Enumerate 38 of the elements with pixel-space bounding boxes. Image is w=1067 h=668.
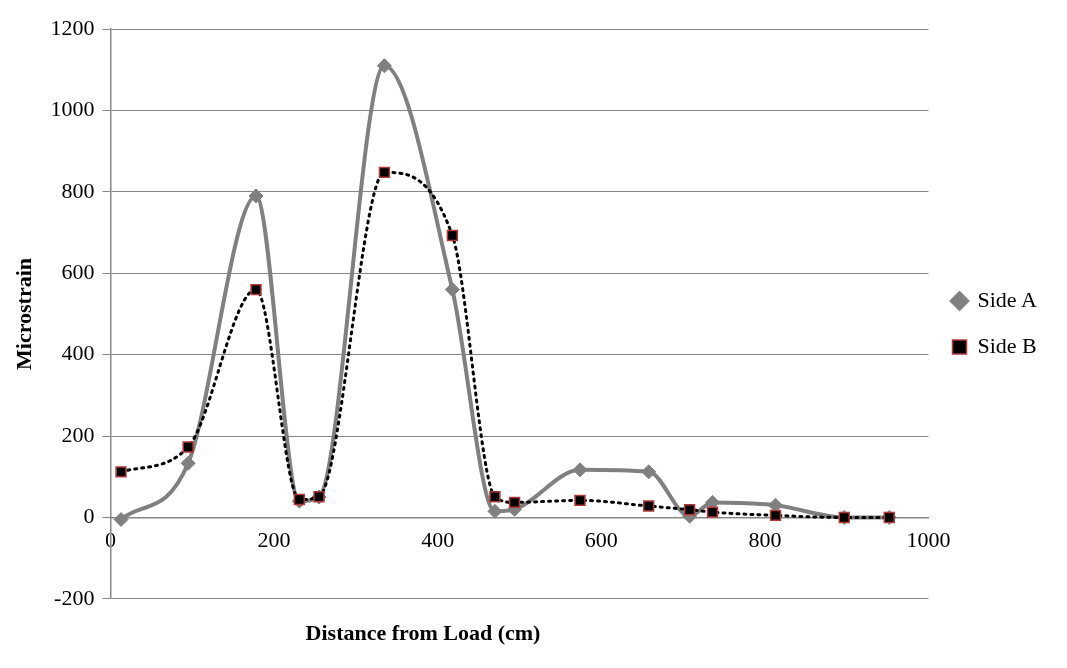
x-tick-label: 800	[748, 527, 782, 553]
point	[250, 283, 262, 296]
point	[769, 509, 782, 522]
x-tick-label: 0	[104, 527, 116, 553]
x-tick-label: 400	[421, 527, 455, 553]
x-tick-label: 1000	[906, 527, 951, 553]
y-tick-label: 800	[61, 177, 95, 203]
point	[113, 511, 129, 527]
point	[508, 496, 521, 509]
point	[182, 441, 194, 453]
y-tick-label: 400	[61, 340, 95, 366]
y-tick-label: 200	[61, 421, 95, 447]
point	[487, 503, 503, 519]
y-tick-label: 1000	[50, 96, 95, 122]
point	[572, 462, 588, 478]
point	[248, 188, 264, 204]
x-axis-title: Distance from Load (cm)	[304, 620, 542, 646]
point	[643, 500, 655, 512]
point	[378, 166, 391, 179]
point	[574, 494, 586, 507]
legend-label: Side B	[977, 332, 1037, 358]
legend-label: Side A	[977, 286, 1037, 312]
x-tick-label: 200	[257, 527, 291, 553]
point	[115, 466, 127, 478]
x-tick-label: 600	[584, 527, 618, 553]
point	[706, 506, 719, 518]
point	[376, 58, 392, 74]
point	[446, 229, 459, 242]
point	[444, 282, 460, 298]
point	[683, 504, 696, 516]
point	[180, 455, 196, 471]
y-tick-label: 1200	[50, 14, 95, 40]
y-tick-label: 600	[61, 259, 95, 285]
y-tick-label: 0	[83, 503, 95, 529]
point	[489, 490, 501, 503]
y-tick-label: -200	[54, 584, 95, 610]
y-axis-title: Microstrain	[10, 257, 36, 371]
point	[641, 464, 657, 480]
